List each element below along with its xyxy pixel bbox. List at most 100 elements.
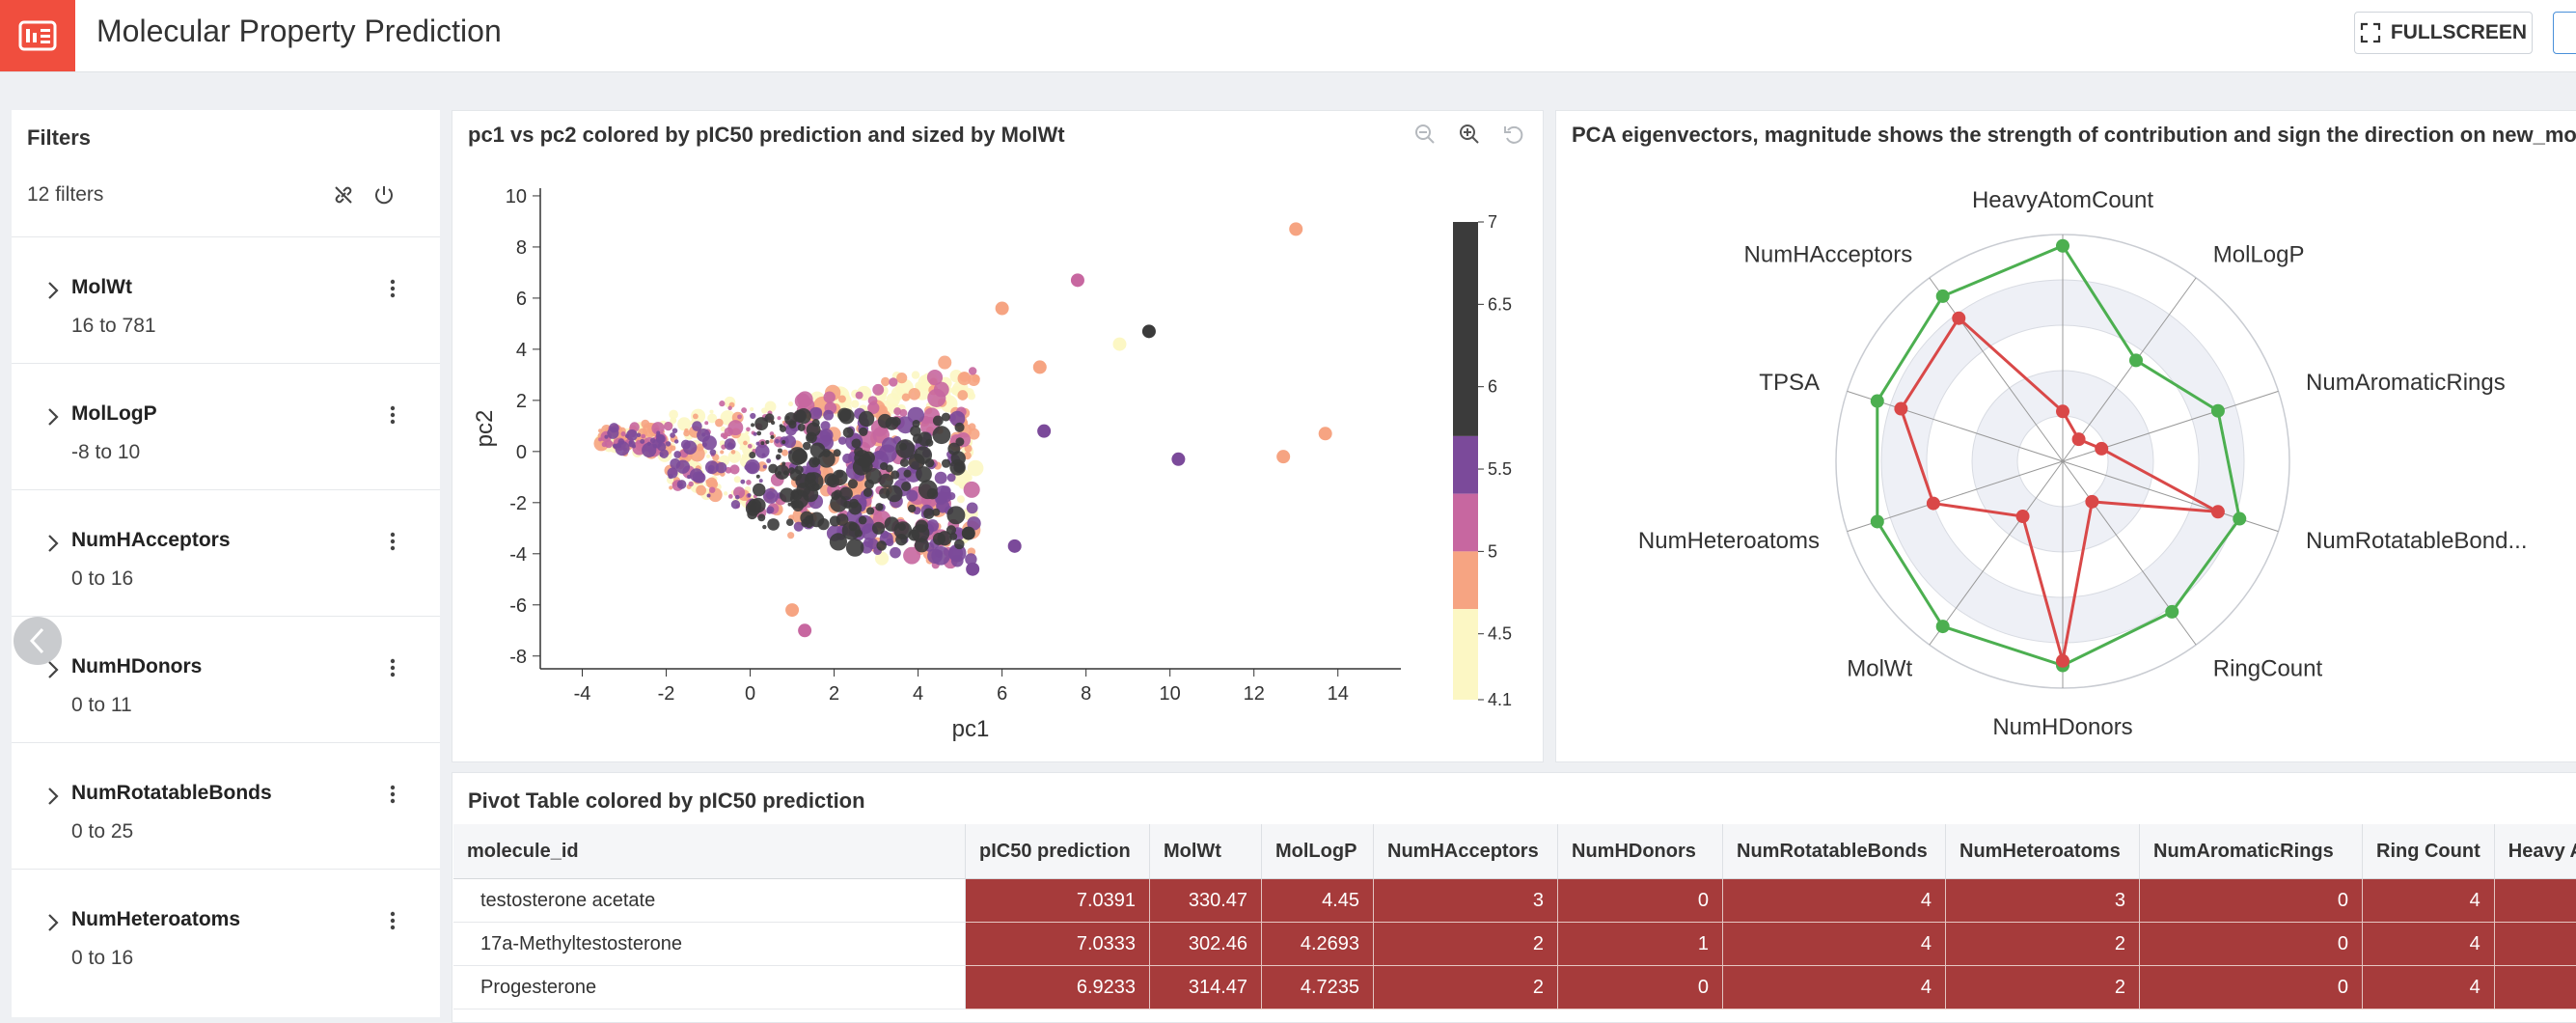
scatter-point: [765, 439, 770, 445]
collapse-panel-button[interactable]: [14, 617, 62, 665]
scatter-point: [872, 383, 885, 396]
more-vertical-icon[interactable]: [390, 404, 396, 426]
filter-item-molwt[interactable]: MolWt 16 to 781: [12, 236, 440, 363]
scatter-point: [797, 423, 806, 431]
scatter-point: [1007, 539, 1022, 553]
scatter-point: [604, 434, 609, 439]
column-header[interactable]: NumHeteroatoms: [1945, 824, 2140, 879]
link-icon[interactable]: [332, 183, 355, 207]
radar-axis-label: NumHAcceptors: [1744, 242, 1913, 268]
scatter-point: [785, 518, 794, 527]
scatter-chart[interactable]: -4 -2 0 2 4 6 8 10 12 14 -8 -6 -4 -2 0 2 4 6 8 10 pc1 pc2 7 6.5…: [463, 164, 1534, 743]
column-header[interactable]: MolWt: [1149, 824, 1262, 879]
zoom-out-icon[interactable]: [1414, 124, 1436, 145]
chevron-right-icon[interactable]: [46, 533, 60, 554]
filter-name: NumRotatableBonds: [71, 782, 272, 804]
scatter-point: [707, 468, 714, 474]
radar-axis-label: MolLogP: [2213, 242, 2305, 268]
scatter-point: [787, 532, 795, 539]
value-cell: 4: [2362, 922, 2495, 966]
scatter-point: [774, 464, 790, 480]
scatter-point: [601, 441, 608, 448]
filter-item-numheteroatoms[interactable]: NumHeteroatoms 0 to 16: [12, 869, 440, 995]
more-vertical-icon[interactable]: [390, 910, 396, 931]
scatter-point: [769, 431, 775, 436]
scatter-point: [956, 495, 965, 504]
radar-axis-label: MolWt: [1847, 655, 1912, 681]
scatter-point: [800, 511, 814, 525]
edit-button[interactable]: [2553, 12, 2576, 54]
more-vertical-icon[interactable]: [390, 278, 396, 299]
power-icon[interactable]: [372, 183, 396, 207]
scatter-point: [875, 503, 884, 512]
colorbar-tick-label: 4.5: [1488, 624, 1512, 644]
scatter-point: [762, 464, 767, 469]
scatter-point: [792, 500, 805, 512]
scatter-point: [715, 418, 724, 428]
value-cell: 4: [2362, 878, 2495, 923]
chevron-right-icon[interactable]: [46, 912, 60, 933]
colorbar-band: [1453, 551, 1478, 610]
scatter-point: [781, 439, 786, 445]
filter-range: 0 to 16: [71, 947, 134, 969]
scatter-point: [891, 386, 906, 401]
table-row[interactable]: Progesterone 6.9233 314.47 4.7235 2 0 4 2 0 4: [453, 965, 2576, 1009]
filter-item-numhacceptors[interactable]: NumHAcceptors 0 to 16: [12, 489, 440, 616]
filter-name: NumHDonors: [71, 655, 203, 677]
filter-name: NumHeteroatoms: [71, 908, 241, 930]
radar-chart[interactable]: HeavyAtomCount MolLogP NumAromaticRings Num…: [1557, 159, 2570, 758]
scatter-point: [1070, 273, 1084, 288]
scatter-point: [938, 355, 952, 370]
scatter-point: [688, 481, 694, 487]
chevron-right-icon[interactable]: [46, 659, 60, 680]
column-header[interactable]: NumRotatableBonds: [1722, 824, 1946, 879]
column-header[interactable]: Heavy Atom: [2494, 824, 2576, 879]
scatter-title: pc1 vs pc2 colored by pIC50 prediction a…: [468, 123, 1065, 147]
column-header[interactable]: NumHAcceptors: [1373, 824, 1558, 879]
scatter-point: [854, 447, 863, 456]
more-vertical-icon[interactable]: [390, 784, 396, 805]
colorbar-tick-label: 6: [1488, 377, 1497, 397]
x-tick-label: 10: [1160, 683, 1181, 705]
more-vertical-icon[interactable]: [390, 531, 396, 552]
scatter-point: [720, 426, 726, 432]
radar-series-point: [2210, 505, 2225, 519]
scatter-point: [968, 367, 977, 375]
radar-series-point: [2015, 510, 2030, 524]
scatter-point: [734, 494, 740, 500]
y-axis-label: pc2: [472, 410, 498, 448]
column-header[interactable]: NumHDonors: [1557, 824, 1723, 879]
column-header[interactable]: MolLogP: [1261, 824, 1374, 879]
dashboard-logo-icon[interactable]: [0, 0, 75, 71]
filter-item-numrotatablebonds[interactable]: NumRotatableBonds 0 to 25: [12, 742, 440, 869]
table-row[interactable]: testosterone acetate 7.0391 330.47 4.45 3 0 4 3…: [453, 878, 2576, 923]
value-cell: [2494, 922, 2576, 966]
scatter-point: [923, 508, 935, 519]
chevron-right-icon[interactable]: [46, 786, 60, 807]
scatter-point: [949, 532, 958, 540]
reset-zoom-icon[interactable]: [1503, 124, 1524, 145]
filter-item-numhdonors[interactable]: NumHDonors 0 to 11: [12, 616, 440, 742]
x-tick-label: 2: [829, 683, 839, 705]
column-header[interactable]: Ring Count: [2362, 824, 2495, 879]
scatter-point: [757, 513, 766, 522]
table-row[interactable]: 17a-Methyltestosterone 7.0333 302.46 4.2693…: [453, 922, 2576, 966]
scatter-point: [741, 407, 748, 413]
scatter-point: [855, 391, 863, 400]
column-header[interactable]: molecule_id: [453, 824, 966, 879]
scatter-point: [932, 532, 946, 545]
fullscreen-button[interactable]: FULLSCREEN: [2354, 12, 2533, 54]
column-header[interactable]: NumAromaticRings: [2139, 824, 2363, 879]
chevron-right-icon[interactable]: [46, 406, 60, 428]
scatter-point: [808, 456, 820, 468]
chevron-right-icon[interactable]: [46, 280, 60, 301]
more-vertical-icon[interactable]: [390, 657, 396, 678]
filter-item-mollogp[interactable]: MolLogP -8 to 10: [12, 363, 440, 489]
zoom-in-icon[interactable]: [1459, 124, 1480, 145]
scatter-point: [768, 463, 779, 474]
scatter-point: [908, 388, 920, 401]
scatter-point: [747, 443, 753, 449]
value-cell: 4: [2362, 965, 2495, 1009]
column-header[interactable]: pIC50 prediction: [965, 824, 1150, 879]
scatter-point: [754, 417, 769, 431]
